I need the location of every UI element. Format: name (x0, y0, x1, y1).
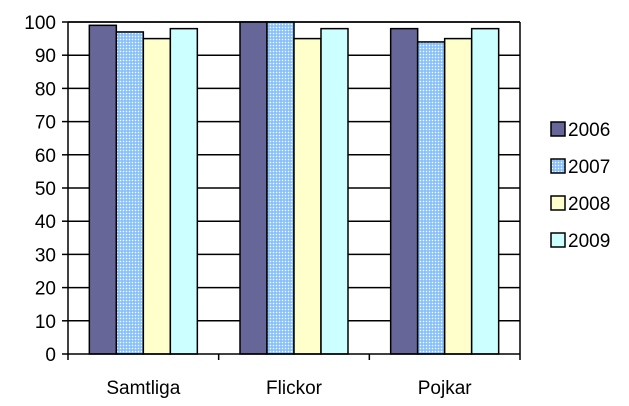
legend: 2006 2007 2008 2009 (550, 120, 610, 252)
bar-samtliga-2007 (115, 31, 145, 355)
y-tick-label: 0 (45, 345, 56, 366)
bar-samtliga-2009 (169, 27, 199, 355)
y-tick-label: 60 (35, 146, 56, 167)
legend-swatch-2007 (550, 158, 566, 174)
x-category-label: Samtliga (106, 378, 180, 399)
legend-swatch-2008 (550, 195, 566, 211)
legend-label-2007: 2007 (568, 157, 610, 178)
bar-pojkar-2008 (443, 37, 473, 355)
x-axis-category-labels: Samtliga Flickor Pojkar (106, 378, 472, 399)
bar-samtliga-2006 (88, 24, 118, 355)
legend-swatch-2006 (550, 121, 566, 137)
axes (62, 21, 521, 360)
legend-label-2008: 2008 (568, 194, 610, 215)
y-tick-label: 10 (35, 312, 56, 333)
bar-flickor-2009 (320, 27, 349, 355)
bar-flickor-2006 (239, 21, 268, 355)
legend-label-2006: 2006 (568, 120, 610, 141)
bar-pojkar-2006 (389, 27, 419, 355)
x-category-label: Flickor (266, 378, 323, 399)
y-tick-label: 70 (35, 113, 56, 134)
bar-pojkar-2007 (416, 41, 446, 355)
bars (88, 21, 500, 355)
bar-samtliga-2008 (142, 37, 172, 355)
y-tick-label: 50 (35, 179, 56, 200)
y-tick-label: 30 (35, 245, 56, 266)
bar-flickor-2008 (293, 37, 322, 355)
y-tick-label: 40 (35, 212, 56, 233)
y-tick-label: 100 (24, 13, 56, 34)
y-tick-label: 80 (35, 79, 56, 100)
legend-swatch-2009 (550, 232, 566, 248)
legend-label-2009: 2009 (568, 231, 610, 252)
y-axis-tick-labels: 0 10 20 30 40 50 60 70 80 90 100 (24, 13, 56, 366)
x-category-label: Pojkar (418, 378, 473, 399)
bar-pojkar-2009 (470, 27, 500, 355)
y-tick-label: 20 (35, 279, 56, 300)
bar-flickor-2007 (266, 21, 295, 355)
y-tick-label: 90 (35, 46, 56, 67)
